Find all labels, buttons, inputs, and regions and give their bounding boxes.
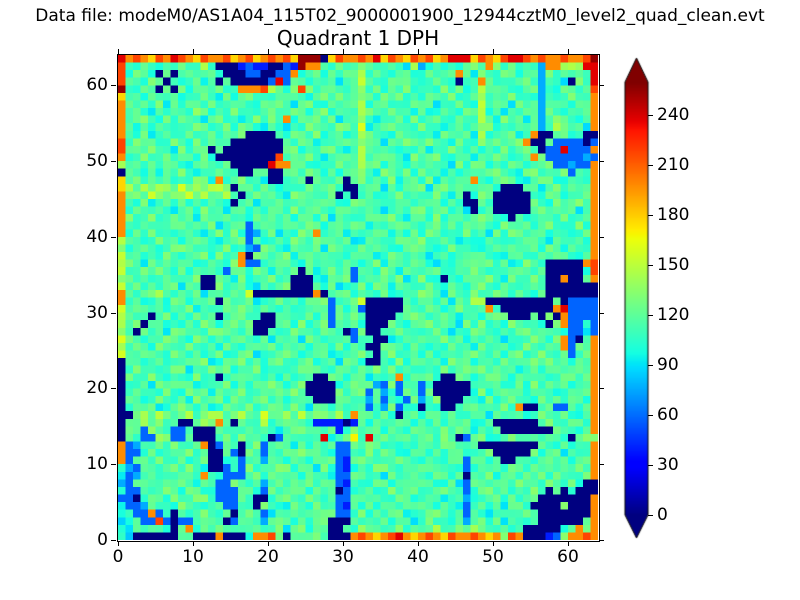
y-tick-label: 40 <box>86 226 108 247</box>
colorbar-canvas <box>615 50 655 550</box>
x-tick-label: 30 <box>332 547 354 567</box>
colorbar-tick-label: 120 <box>657 305 690 326</box>
y-tick-mark <box>111 312 116 314</box>
x-tick-mark <box>418 541 419 546</box>
colorbar-tick-mark <box>648 515 653 516</box>
colorbar-tick-label: 180 <box>657 205 690 226</box>
x-tick-mark <box>568 541 569 546</box>
x-tick-mark-top <box>418 49 419 54</box>
y-tick-mark <box>111 464 116 466</box>
y-tick-label: 0 <box>97 530 108 550</box>
x-tick-mark <box>268 541 269 546</box>
colorbar-tick-mark <box>648 265 653 267</box>
colorbar-tick-mark <box>648 215 653 217</box>
y-tick-mark <box>111 236 116 238</box>
y-tick-mark-right <box>599 236 604 238</box>
x-tick-mark-top <box>193 49 194 54</box>
colorbar-tick-mark <box>648 315 653 317</box>
y-tick-mark-right <box>599 464 604 466</box>
colorbar-tick-label: 150 <box>657 255 690 276</box>
x-tick-mark <box>193 541 194 546</box>
y-tick-mark <box>111 388 116 390</box>
x-tick-label: 0 <box>112 547 124 567</box>
datafile-label: Data file: modeM0/AS1A04_115T02_90000019… <box>35 6 765 26</box>
x-tick-mark <box>493 541 494 546</box>
colorbar-tick-label: 30 <box>657 455 679 476</box>
y-tick-mark <box>111 85 116 87</box>
colorbar-tick-label: 0 <box>657 505 668 525</box>
y-tick-label: 20 <box>86 378 108 399</box>
plot-title: Quadrant 1 DPH <box>276 26 440 50</box>
y-tick-mark-right <box>599 388 604 390</box>
x-tick-mark <box>343 541 344 546</box>
x-tick-label: 10 <box>182 547 204 567</box>
x-tick-label: 50 <box>482 547 504 567</box>
y-tick-label: 10 <box>86 454 108 475</box>
y-tick-mark <box>111 540 116 541</box>
y-tick-mark <box>111 161 116 163</box>
x-tick-label: 60 <box>557 547 579 567</box>
x-tick-mark-top <box>343 49 344 54</box>
x-tick-label: 20 <box>257 547 279 567</box>
plot-axes-border <box>117 54 600 542</box>
colorbar-tick-mark <box>648 165 653 167</box>
colorbar-tick-mark <box>648 415 653 417</box>
y-tick-mark-right <box>599 312 604 314</box>
x-tick-mark-top <box>118 49 119 54</box>
colorbar-tick-mark <box>648 465 653 467</box>
heatmap-canvas <box>118 55 598 540</box>
colorbar-tick-label: 210 <box>657 155 690 176</box>
x-tick-label: 40 <box>407 547 429 567</box>
y-tick-mark-right <box>599 85 604 87</box>
colorbar-tick-mark <box>648 365 653 367</box>
x-tick-mark-top <box>568 49 569 54</box>
colorbar-tick-label: 60 <box>657 405 679 426</box>
x-tick-mark <box>118 541 119 546</box>
x-tick-mark-top <box>268 49 269 54</box>
colorbar-tick-label: 90 <box>657 355 679 376</box>
y-tick-mark-right <box>599 540 604 541</box>
colorbar-tick-mark <box>648 115 653 117</box>
y-tick-label: 60 <box>86 75 108 96</box>
y-tick-label: 30 <box>86 302 108 323</box>
colorbar-tick-label: 240 <box>657 105 690 126</box>
x-tick-mark-top <box>493 49 494 54</box>
y-tick-label: 50 <box>86 151 108 172</box>
y-tick-mark-right <box>599 161 604 163</box>
